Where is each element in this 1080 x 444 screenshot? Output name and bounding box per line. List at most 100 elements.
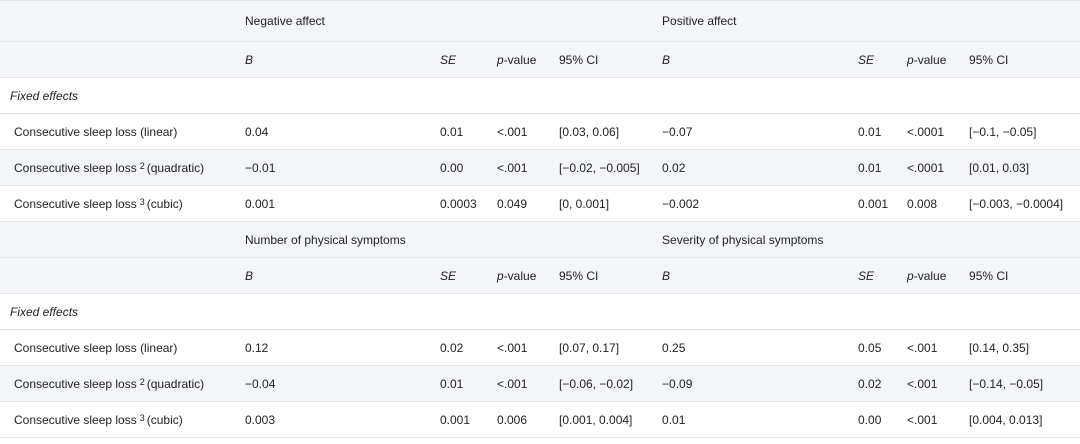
exponent: 2 <box>139 160 145 171</box>
cell-ci: [0.07, 0.17] <box>552 329 656 366</box>
col-header-ci: 95% CI <box>552 257 656 294</box>
exponent: 3 <box>139 196 145 207</box>
cell-se: 0.01 <box>851 113 901 150</box>
cell-p: <.001 <box>490 329 552 366</box>
cell-ci: [−0.003, −0.0004] <box>962 185 1080 222</box>
table-row: Consecutive sleep loss (linear) 0.04 0.0… <box>0 113 1080 150</box>
cell-ci: [0.004, 0.013] <box>962 401 1080 438</box>
col-header-ci: 95% CI <box>962 257 1080 294</box>
table-row: Consecutive sleep loss 2 (quadratic) −0.01… <box>0 149 1080 186</box>
row-label: Consecutive sleep loss 2 (quadratic) <box>0 365 238 402</box>
row-label-text: Consecutive sleep loss <box>14 376 137 391</box>
p-prefix: p <box>907 52 914 67</box>
col-header-b: B <box>655 41 852 78</box>
col-header-se: SE <box>433 41 490 78</box>
row-label-text: Consecutive sleep loss (linear) <box>14 124 178 139</box>
cell-b: 0.04 <box>238 113 433 150</box>
empty-cell <box>0 0 238 42</box>
col-header-se: SE <box>851 257 901 294</box>
section-row: Fixed effects <box>0 293 1080 330</box>
cell-se: 0.00 <box>851 401 901 438</box>
cell-se: 0.05 <box>851 329 901 366</box>
table-row: Consecutive sleep loss 3 (cubic) 0.003 0.0… <box>0 401 1080 438</box>
cell-ci: [−0.1, −0.05] <box>962 113 1080 150</box>
row-label: Consecutive sleep loss 2 (quadratic) <box>0 149 238 186</box>
col-header-se: SE <box>851 41 901 78</box>
cell-b: 0.003 <box>238 401 433 438</box>
cell-p: <.001 <box>490 149 552 186</box>
cell-p: 0.008 <box>900 185 963 222</box>
cell-p: <.001 <box>490 365 552 402</box>
column-header-row: B SE p-value 95% CI B SE p-value 95% CI <box>0 257 1080 294</box>
row-label-text: Consecutive sleep loss <box>14 196 137 211</box>
cell-p: <.001 <box>900 401 963 438</box>
cell-p: 0.049 <box>490 185 552 222</box>
row-label-text: Consecutive sleep loss <box>14 412 137 427</box>
p-prefix: p <box>907 268 914 283</box>
cell-b: 0.25 <box>655 329 852 366</box>
col-header-ci: 95% CI <box>552 41 656 78</box>
row-label: Consecutive sleep loss (linear) <box>0 113 238 150</box>
cell-b: 0.01 <box>655 401 852 438</box>
group-header-row: Negative affect Positive affect <box>0 0 1080 42</box>
col-header-ci: 95% CI <box>962 41 1080 78</box>
cell-b: −0.04 <box>238 365 433 402</box>
cell-b: −0.01 <box>238 149 433 186</box>
col-header-p-value: p-value <box>900 41 963 78</box>
cell-se: 0.01 <box>433 365 490 402</box>
p-suffix: -value <box>913 52 947 67</box>
cell-ci: [−0.14, −0.05] <box>962 365 1080 402</box>
empty-cell <box>0 221 238 258</box>
p-prefix: p <box>497 52 504 67</box>
group-header-right: Severity of physical symptoms <box>655 221 1080 258</box>
group-header-right: Positive affect <box>655 0 1080 42</box>
cell-ci: [−0.02, −0.005] <box>552 149 656 186</box>
cell-p: <.0001 <box>900 149 963 186</box>
cell-ci: [0.01, 0.03] <box>962 149 1080 186</box>
cell-b: 0.001 <box>238 185 433 222</box>
group-header-row: Number of physical symptoms Severity of … <box>0 221 1080 258</box>
cell-se: 0.001 <box>433 401 490 438</box>
empty-cell <box>0 257 238 294</box>
row-label-text: Consecutive sleep loss <box>14 160 137 175</box>
cell-b: 0.12 <box>238 329 433 366</box>
p-suffix: -value <box>913 268 947 283</box>
column-header-row: B SE p-value 95% CI B SE p-value 95% CI <box>0 41 1080 78</box>
p-suffix: -value <box>503 52 537 67</box>
row-label: Consecutive sleep loss 3 (cubic) <box>0 185 238 222</box>
p-suffix: -value <box>503 268 537 283</box>
cell-se: 0.00 <box>433 149 490 186</box>
p-prefix: p <box>497 268 504 283</box>
cell-se: 0.01 <box>433 113 490 150</box>
row-label-suffix: (cubic) <box>146 412 183 427</box>
cell-se: 0.001 <box>851 185 901 222</box>
col-header-b: B <box>655 257 852 294</box>
cell-ci: [0, 0.001] <box>552 185 656 222</box>
section-label: Fixed effects <box>0 77 1080 114</box>
cell-b: 0.02 <box>655 149 852 186</box>
cell-b: −0.09 <box>655 365 852 402</box>
row-label-suffix: (cubic) <box>146 196 183 211</box>
col-header-b: B <box>238 257 433 294</box>
cell-ci: [0.03, 0.06] <box>552 113 656 150</box>
cell-se: 0.0003 <box>433 185 490 222</box>
group-header-left: Negative affect <box>238 0 656 42</box>
table-row: Consecutive sleep loss (linear) 0.12 0.0… <box>0 329 1080 366</box>
cell-p: <.0001 <box>900 113 963 150</box>
col-header-p-value: p-value <box>490 257 552 294</box>
cell-p: 0.006 <box>490 401 552 438</box>
cell-se: 0.02 <box>851 365 901 402</box>
row-label-suffix: (quadratic) <box>146 376 205 391</box>
cell-p: <.001 <box>900 365 963 402</box>
cell-ci: [0.14, 0.35] <box>962 329 1080 366</box>
section-label: Fixed effects <box>0 293 1080 330</box>
cell-b: −0.07 <box>655 113 852 150</box>
cell-p: <.001 <box>490 113 552 150</box>
col-header-se: SE <box>433 257 490 294</box>
table-row: Consecutive sleep loss 3 (cubic) 0.001 0.0… <box>0 185 1080 222</box>
cell-ci: [−0.06, −0.02] <box>552 365 656 402</box>
exponent: 2 <box>139 376 145 387</box>
cell-b: −0.002 <box>655 185 852 222</box>
cell-se: 0.01 <box>851 149 901 186</box>
